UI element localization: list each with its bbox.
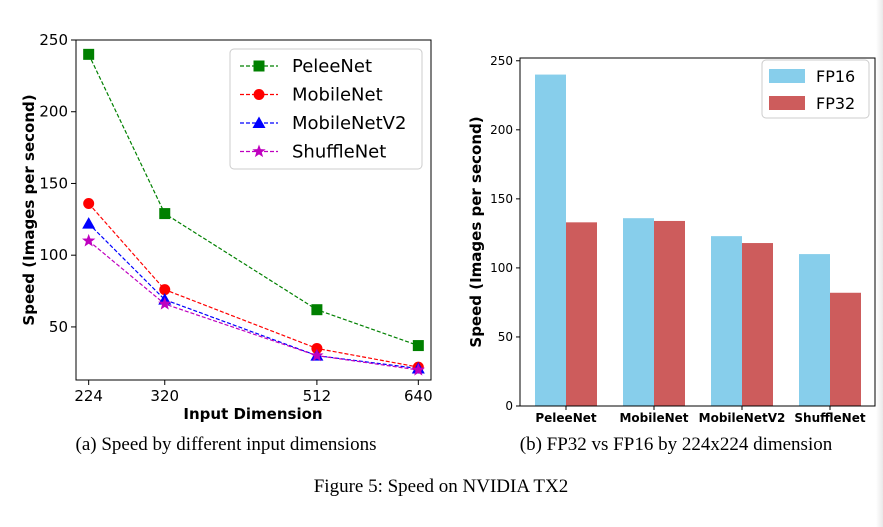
data-point-shufflenet [411, 362, 425, 376]
y-axis-label: Speed (Images per second) [20, 94, 38, 325]
bar-fp16-peleenet [535, 74, 566, 407]
bar-fp32-shufflenet [830, 292, 861, 406]
y-tick-label: 100 [490, 261, 513, 275]
plot-frame [519, 57, 876, 407]
y-axis-ticks: 50 100 150 200 250 [39, 31, 76, 336]
y-tick-label: 150 [39, 174, 68, 192]
bar-fp32-mobilenet [654, 220, 685, 406]
x-tick-label: 224 [74, 387, 103, 405]
y-axis-label: Speed (Images per second) [467, 116, 485, 347]
legend-swatch-fp32 [769, 96, 805, 110]
y-tick-label: 50 [49, 318, 68, 336]
subcaption-a: (a) Speed by different input dimensions [76, 434, 377, 455]
x-tick-label: ShuffleNet [794, 411, 865, 425]
bar-fp16-shufflenet [799, 254, 830, 406]
page-edge-shadow [876, 0, 883, 527]
legend-entries: PeleeNet MobileNet MobileNetV2 ShuffleNet [240, 56, 406, 163]
y-tick-label: 150 [490, 192, 513, 206]
data-point-peleenet [412, 340, 424, 352]
bar-fp16-mobilenet [623, 218, 654, 406]
bar-fp32-mobilenetv2 [742, 243, 773, 406]
legend-label-shufflenet: ShuffleNet [292, 142, 386, 163]
legend-marker-shufflenet [252, 144, 266, 158]
x-tick-label: MobileNetV2 [699, 411, 786, 425]
legend-box [229, 48, 423, 170]
plot-frame [75, 39, 432, 381]
legend-label-fp16: FP16 [816, 67, 855, 86]
series-markers [82, 48, 425, 376]
x-tick-label: 512 [303, 387, 332, 405]
series-line-mobilenet [88, 203, 419, 368]
subcaption-b: (b) FP32 vs FP16 by 224x224 dimension [520, 434, 833, 455]
data-point-peleenet [311, 304, 323, 316]
x-tick-label: 320 [150, 387, 179, 405]
y-tick-label: 250 [490, 54, 513, 68]
x-axis-ticks: 224 320 512 640 [74, 380, 433, 405]
legend-swatch-fp16 [769, 69, 805, 83]
x-tick-label: 640 [404, 387, 433, 405]
legend-label-mobilenetv2: MobileNetV2 [292, 113, 406, 134]
series-line-peleenet [88, 54, 419, 347]
y-tick-label: 200 [490, 123, 513, 137]
series-lines [88, 54, 419, 371]
series-line-shufflenet [88, 240, 419, 371]
data-point-shufflenet [310, 348, 324, 362]
data-point-mobilenetv2 [82, 217, 96, 229]
bar-fp32-peleenet [566, 222, 597, 406]
data-point-shufflenet [82, 233, 96, 247]
data-point-mobilenet [311, 342, 323, 354]
x-axis-ticks: PeleeNet MobileNet MobileNetV2 ShuffleNet [535, 406, 866, 425]
legend-marker-mobilenetv2 [252, 116, 266, 128]
y-tick-label: 100 [39, 246, 68, 264]
figure-caption: Figure 5: Speed on NVIDIA TX2 [314, 476, 569, 497]
legend-label-mobilenet: MobileNet [292, 85, 383, 106]
legend-marker-mobilenet [253, 89, 265, 100]
x-tick-label: PeleeNet [535, 411, 597, 425]
data-point-peleenet [159, 208, 171, 220]
legend-entries: FP16 FP32 [769, 67, 855, 113]
legend-label-peleenet: PeleeNet [292, 56, 372, 77]
legend-label-fp32: FP32 [816, 94, 855, 113]
y-tick-label: 250 [39, 31, 68, 49]
bars [535, 74, 861, 407]
y-tick-label: 200 [39, 103, 68, 121]
bar-fp16-mobilenetv2 [711, 236, 742, 406]
y-axis-ticks: 0 50 100 150 200 250 [490, 54, 520, 413]
line-chart-speed-by-dimension: 50 100 150 200 250 224 320 512 640 Input Dimens… [20, 31, 433, 423]
y-tick-label: 0 [505, 399, 513, 413]
legend-marker-peleenet [253, 60, 265, 72]
bar-chart-fp32-vs-fp16: 0 50 100 150 200 250 PeleeNet MobileNet MobileN… [467, 54, 876, 425]
data-point-shufflenet [158, 296, 172, 310]
x-axis-label: Input Dimension [183, 405, 322, 423]
legend: PeleeNet MobileNet MobileNetV2 ShuffleNet [229, 48, 423, 170]
data-point-mobilenet [83, 198, 95, 210]
y-tick-label: 50 [498, 330, 513, 344]
legend: FP16 FP32 [761, 59, 870, 119]
x-tick-label: MobileNet [619, 411, 688, 425]
data-point-mobilenet [159, 284, 171, 296]
series-line-mobilenetv2 [88, 223, 419, 370]
data-point-peleenet [83, 48, 95, 60]
